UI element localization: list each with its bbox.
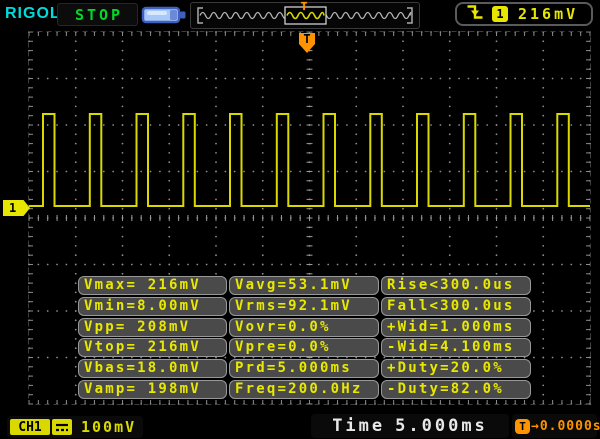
measurement-row: Vmax= 216mV Vavg=53.1mV Rise<300.0us bbox=[78, 276, 531, 295]
measurement-row: Vamp= 198mV Freq=200.0Hz -Duty=82.0% bbox=[78, 379, 531, 399]
channel1-ground-marker[interactable]: 1 bbox=[3, 200, 30, 216]
measurement-cell: Vbas=18.0mV bbox=[78, 359, 227, 379]
measurement-table: Vmax= 216mV Vavg=53.1mV Rise<300.0us Vmin=8… bbox=[78, 276, 531, 401]
preview-trigger-marker[interactable]: T bbox=[300, 0, 308, 13]
measurement-cell: Vovr=0.0% bbox=[229, 317, 379, 337]
timebase-value: 5.000ms bbox=[395, 416, 488, 436]
trigger-offset-block[interactable]: T →0.0000s bbox=[512, 414, 600, 438]
run-state-badge[interactable]: STOP bbox=[57, 3, 138, 26]
trigger-level-value: 216mV bbox=[518, 5, 579, 23]
dc-coupling-icon bbox=[52, 419, 72, 435]
measurement-row: Vtop= 216mV Vpre=0.0% -Wid=4.100ms bbox=[78, 338, 531, 358]
measurement-row: Vmin=8.00mV Vrms=92.1mV Fall<300.0us bbox=[78, 296, 531, 316]
waveform-preview-bar[interactable]: T bbox=[190, 0, 420, 29]
trigger-offset-t-icon: T bbox=[515, 418, 530, 434]
measurement-row: Vpp= 208mV Vovr=0.0% +Wid=1.000ms bbox=[78, 317, 531, 337]
trigger-status-block[interactable]: 1 216mV bbox=[455, 2, 593, 26]
channel1-status-block[interactable]: CH1 100mV bbox=[7, 416, 143, 438]
brand-logo: RIGOL bbox=[5, 5, 61, 22]
measurement-cell: +Duty=20.0% bbox=[381, 359, 531, 379]
measurement-cell: Vmax= 216mV bbox=[78, 276, 227, 295]
measurement-cell: Prd=5.000ms bbox=[229, 359, 379, 379]
measurement-cell: Vpp= 208mV bbox=[78, 317, 227, 337]
measurement-cell: Vamp= 198mV bbox=[78, 379, 227, 399]
measurement-cell: +Wid=1.000ms bbox=[381, 317, 531, 337]
trigger-offset-value: →0.0000s bbox=[531, 418, 600, 434]
channel1-badge: CH1 bbox=[10, 419, 50, 435]
channel1-scale-value: 100mV bbox=[81, 418, 137, 436]
measurement-row: Vbas=18.0mV Prd=5.000ms +Duty=20.0% bbox=[78, 359, 531, 379]
measurement-cell: Vrms=92.1mV bbox=[229, 296, 379, 316]
trigger-position-marker[interactable]: T bbox=[299, 33, 315, 53]
measurement-cell: Vpre=0.0% bbox=[229, 338, 379, 358]
measurement-cell: -Duty=82.0% bbox=[381, 379, 531, 399]
measurement-cell: Freq=200.0Hz bbox=[229, 379, 379, 399]
measurement-cell: Fall<300.0us bbox=[381, 296, 531, 316]
measurement-cell: Vtop= 216mV bbox=[78, 338, 227, 358]
battery-icon bbox=[141, 4, 188, 26]
measurement-cell: Rise<300.0us bbox=[381, 276, 531, 295]
measurement-cell: Vmin=8.00mV bbox=[78, 296, 227, 316]
measurement-cell: -Wid=4.100ms bbox=[381, 338, 531, 358]
timebase-block[interactable]: Time 5.000ms bbox=[311, 414, 509, 438]
measurement-cell: Vavg=53.1mV bbox=[229, 276, 379, 295]
falling-edge-icon bbox=[465, 2, 485, 26]
trigger-source-badge: 1 bbox=[492, 6, 508, 22]
timebase-label: Time bbox=[332, 416, 386, 436]
